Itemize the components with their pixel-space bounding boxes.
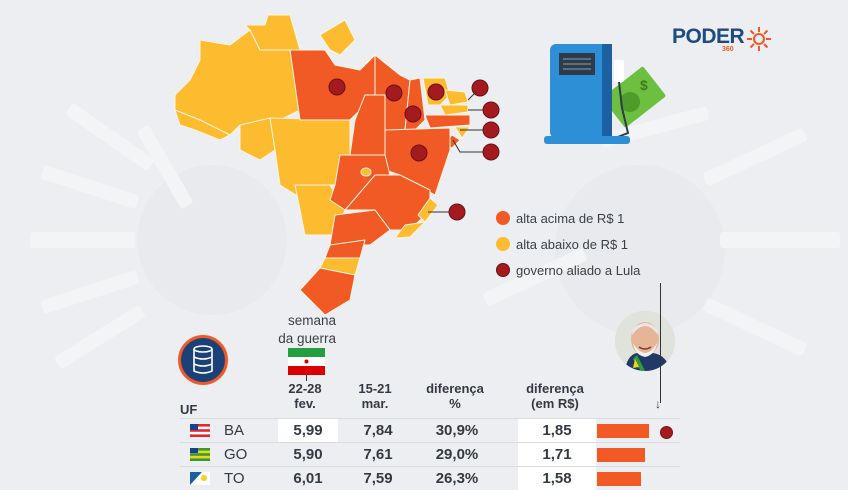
legend-item-below: alta abaixo de R$ 1 [496,231,640,257]
state-pe [424,114,471,129]
header-pct: diferença % [415,381,495,411]
background-sunburst-decoration [0,0,848,477]
header-diff-l1: diferença [526,381,584,396]
sun-icon [747,27,772,51]
diff-bar [597,448,645,462]
state-rj [394,221,426,239]
pct-diff-cell: 30,9% [435,422,479,439]
uf-cell: TO [224,470,245,487]
table-row: BA 5,99 7,84 30,9% 1,85 [180,418,680,442]
flag-pointer-line [306,375,307,381]
header-feb: 22-28 fev. [280,381,330,411]
lula-pointer-line [660,283,661,403]
logo-sub: 360 [722,46,734,53]
lula-portrait [615,311,675,371]
mar-price-cell: 7,84 [363,422,393,439]
red-dot-icon [496,263,510,277]
orange-dot-icon [496,211,510,225]
yellow-dot-icon [496,237,510,251]
iran-flag-icon [288,348,325,375]
legend-item-allied: governo aliado a Lula [496,257,640,283]
header-pct-l1: diferença [426,381,484,396]
allied-government-dot [660,426,673,439]
goias-flag-icon [190,448,210,461]
header-mar-l1: 15-21 [358,381,392,396]
real-diff-cell: 1,58 [518,467,596,490]
feb-price-cell: 5,99 [278,419,338,442]
brazil-map [174,14,500,316]
legend-item-above: alta acima de R$ 1 [496,205,640,231]
state-ro [239,117,276,161]
legend-label: alta abaixo de R$ 1 [516,236,629,252]
state-df [360,167,372,177]
mar-price-cell: 7,59 [363,470,393,487]
oil-barrel-icon [178,335,228,385]
header-diff: diferença (em R$) [515,381,595,411]
header-diff-l2: (em R$) [531,396,579,411]
fuel-pump-icon: $ [544,44,666,144]
legend-label: alta acima de R$ 1 [516,210,625,226]
header-uf: UF [180,402,198,417]
tocantins-flag-icon [190,472,210,485]
header-feb-l2: fev. [294,396,316,411]
svg-text:$: $ [640,77,648,93]
state-rs [299,267,356,316]
real-diff-cell: 1,85 [518,419,596,442]
real-diff-cell: 1,71 [518,443,596,466]
state-ap [319,19,356,56]
state-al [454,126,471,139]
state-rr [244,14,301,51]
price-table: BA 5,99 7,84 30,9% 1,85 GO 5,90 7,61 29,… [180,418,680,490]
poder360-logo: PODER 360 [672,25,772,53]
table-row: TO 6,01 7,59 26,3% 1,58 [180,466,680,490]
mar-price-cell: 7,61 [363,446,393,463]
war-week-line1: semana [287,313,336,328]
header-feb-l1: 22-28 [288,381,322,396]
bahia-flag-icon [190,424,210,437]
feb-price-cell: 6,01 [293,470,323,487]
state-rn [444,89,469,106]
uf-cell: GO [224,446,248,463]
pct-diff-cell: 26,3% [435,470,479,487]
dollar-bill-icon: $ [602,66,666,128]
table-row: GO 5,90 7,61 29,0% 1,71 [180,442,680,466]
war-week-line2: da guerra [278,331,336,346]
state-sp [329,209,391,246]
diff-bar [597,472,641,486]
logo-text: PODER [672,25,745,48]
legend: alta acima de R$ 1 alta abaixo de R$ 1 g… [496,205,640,283]
feb-price-cell: 5,90 [293,446,323,463]
pct-diff-cell: 29,0% [435,446,479,463]
diff-bar [597,424,649,438]
legend-label: governo aliado a Lula [516,262,641,278]
war-week-label: semana da guerra [268,312,336,348]
header-mar-l2: mar. [361,396,389,411]
state-pb [439,104,469,116]
arrow-down-icon: ↓ [655,397,661,411]
state-ac [174,109,231,141]
header-pct-l2: % [449,396,461,411]
uf-cell: BA [224,422,245,439]
header-mar: 15-21 mar. [350,381,400,411]
